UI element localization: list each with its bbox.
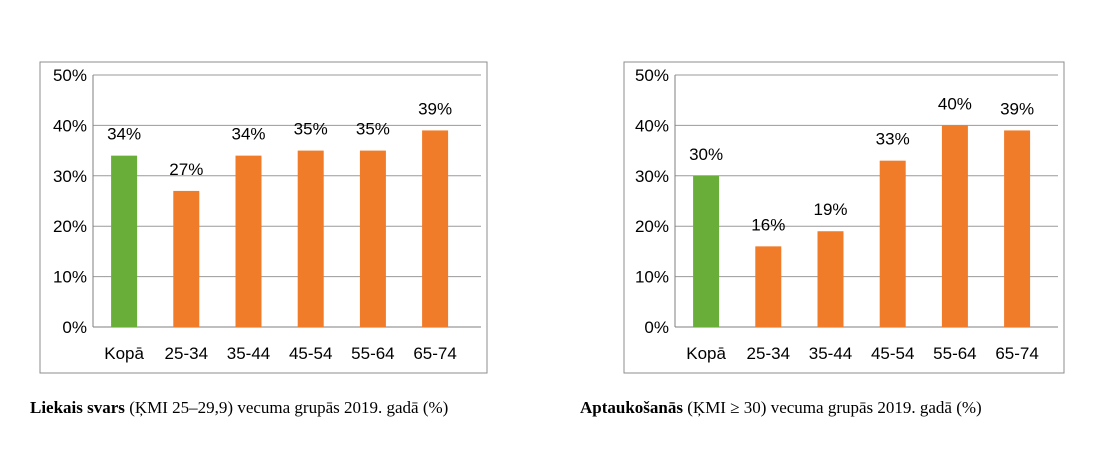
chart-2-ytick-label: 20% [635, 217, 669, 236]
chart-2-category-label: 65-74 [995, 344, 1038, 363]
chart-2-bar [1004, 130, 1031, 327]
chart-2-category-label: 25-34 [747, 344, 790, 363]
chart-1-ytick-label: 10% [53, 268, 87, 287]
chart-2-data-label: 39% [1000, 99, 1034, 118]
chart-1-data-label: 39% [418, 99, 452, 118]
chart-1-category-label: 65-74 [413, 344, 456, 363]
chart-1-ytick-label: 40% [53, 116, 87, 135]
chart-1-ytick-label: 30% [53, 167, 87, 186]
chart-2-ytick-label: 0% [644, 318, 669, 337]
chart-1-caption: Liekais svars (ĶMI 25–29,9) vecuma grupā… [30, 398, 448, 418]
chart-1-bar [235, 155, 262, 327]
chart-2-ytick-label: 50% [635, 66, 669, 85]
chart-2-data-label: 19% [813, 200, 847, 219]
chart-2-data-label: 30% [689, 145, 723, 164]
chart-1-category-label: 45-54 [289, 344, 332, 363]
chart-2-data-label: 33% [876, 130, 910, 149]
chart-1-category-label: 25-34 [165, 344, 208, 363]
chart-2-data-label: 40% [938, 94, 972, 113]
chart-2-bar [941, 125, 968, 328]
chart-1-ytick-label: 50% [53, 66, 87, 85]
chart-1-category-label: Kopā [104, 344, 144, 363]
chart-2-bar [693, 175, 720, 327]
chart-2-bar [879, 160, 906, 327]
chart-1-data-label: 35% [356, 120, 390, 139]
chart-2-caption-bold: Aptaukošanās [580, 398, 683, 417]
chart-1-data-label: 27% [169, 160, 203, 179]
chart-1-category-label: 35-44 [227, 344, 270, 363]
chart-1-bar [297, 150, 324, 327]
chart-1-category-label: 55-64 [351, 344, 394, 363]
chart-2-data-label: 16% [751, 215, 785, 234]
chart-2-ytick-label: 40% [635, 116, 669, 135]
chart-1-caption-bold: Liekais svars [30, 398, 125, 417]
chart-2-bar [817, 231, 844, 327]
chart-1-data-label: 34% [107, 125, 141, 144]
chart-2-category-label: Kopā [686, 344, 726, 363]
chart-1-bar [111, 155, 138, 327]
chart-1-bar [359, 150, 386, 327]
chart-2-caption-rest: (ĶMI ≥ 30) vecuma grupās 2019. gadā (%) [683, 398, 982, 417]
chart-1-ytick-label: 0% [62, 318, 87, 337]
chart-2-category-label: 45-54 [871, 344, 914, 363]
chart-2-category-label: 35-44 [809, 344, 852, 363]
chart-1-data-label: 34% [231, 125, 265, 144]
chart-2-caption: Aptaukošanās (ĶMI ≥ 30) vecuma grupās 20… [580, 398, 982, 418]
chart-1-caption-rest: (ĶMI 25–29,9) vecuma grupās 2019. gadā (… [124, 398, 449, 417]
chart-2-bar [755, 246, 782, 327]
chart-2-category-label: 55-64 [933, 344, 976, 363]
chart-1-bar [422, 130, 449, 327]
chart-1-bar [173, 190, 200, 327]
chart-2-ytick-label: 30% [635, 167, 669, 186]
chart-2-ytick-label: 10% [635, 268, 669, 287]
chart-1-ytick-label: 20% [53, 217, 87, 236]
chart-1-data-label: 35% [294, 120, 328, 139]
